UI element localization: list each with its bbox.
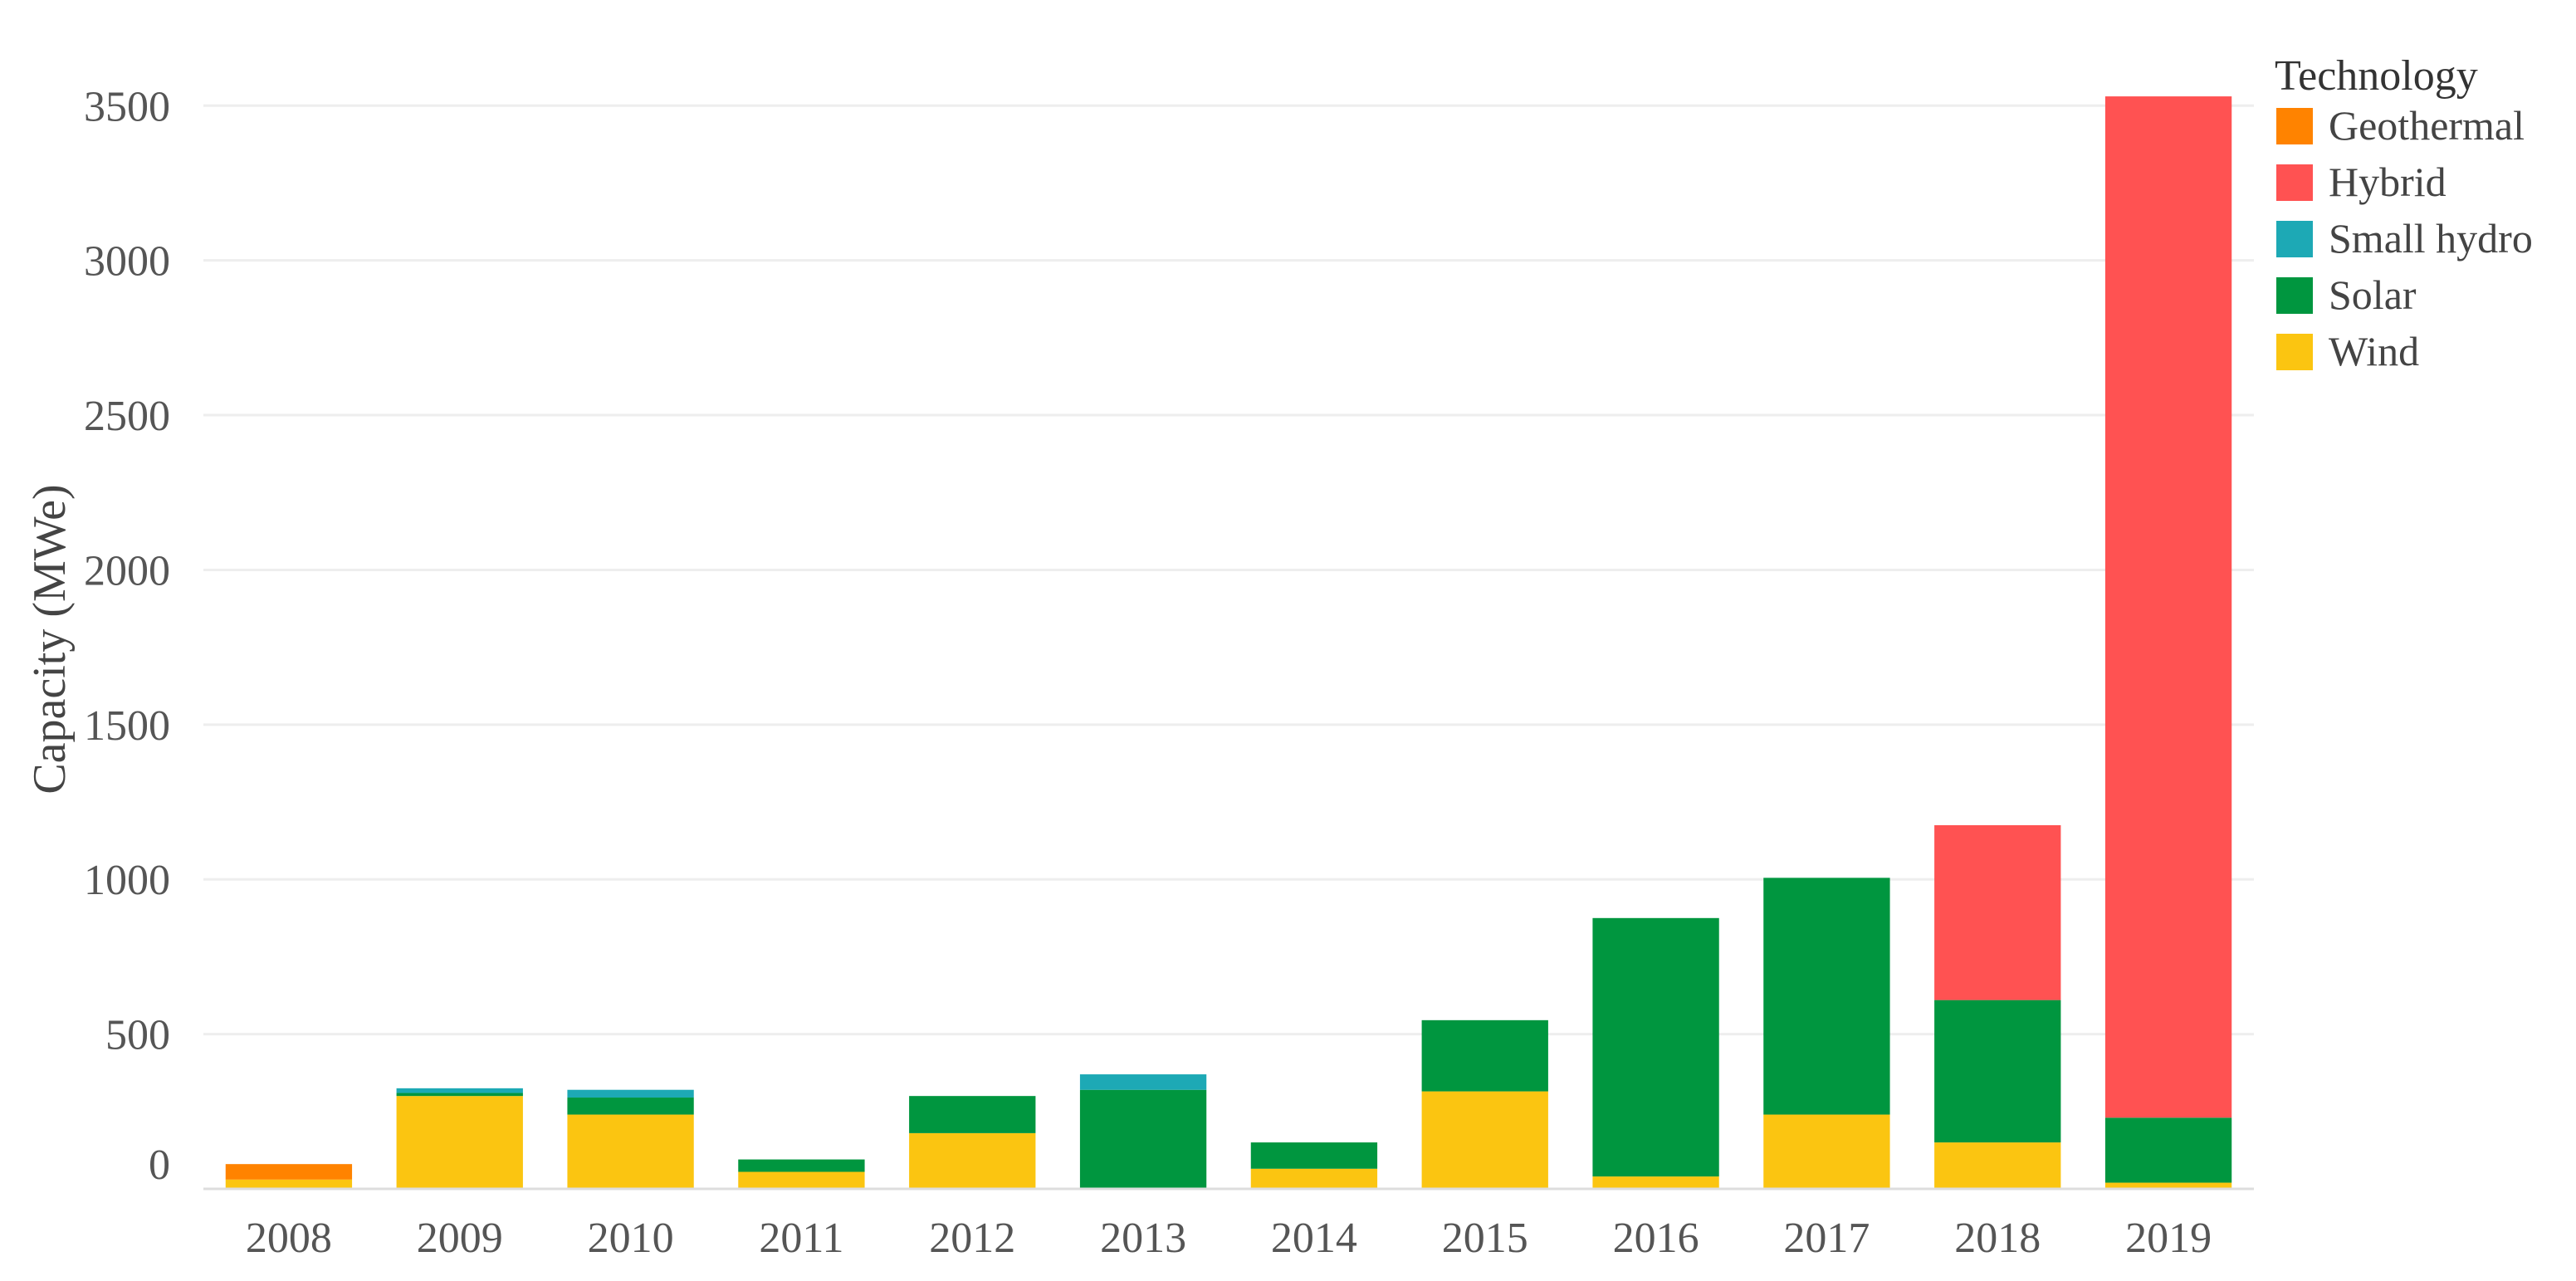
legend-swatch [2276,164,2313,201]
bar-solar-2011 [738,1159,865,1172]
bar-wind-2018 [1934,1142,2061,1189]
legend-swatch [2276,277,2313,314]
bar-hybrid-2019 [2104,96,2232,1118]
y-tick-label: 3500 [84,83,170,130]
x-tick-label: 2009 [417,1215,503,1262]
y-tick-label: 1500 [84,702,170,750]
legend-swatch [2276,334,2313,370]
bar-solar-2012 [909,1096,1036,1133]
x-tick-label: 2018 [1954,1215,2041,1262]
legend-label: Wind [2329,328,2419,374]
bar-small-hydro-2013 [1079,1074,1207,1090]
bar-wind-2008 [225,1179,353,1189]
legend-label: Geothermal [2329,102,2525,149]
x-tick-label: 2013 [1100,1215,1186,1262]
x-tick-label: 2015 [1442,1215,1528,1262]
y-tick-label: 2500 [84,393,170,440]
y-tick-label: 2000 [84,547,170,594]
x-tick-label: 2016 [1613,1215,1699,1262]
legend: Technology Geothermal Hybrid Small hydro So… [2275,52,2533,374]
legend-swatch [2276,221,2313,257]
bar-small-hydro-2009 [396,1088,523,1093]
bar-solar-2015 [1421,1019,1548,1092]
bars [225,96,2232,1189]
bar-solar-2016 [1592,917,1719,1177]
bar-wind-2014 [1250,1168,1378,1189]
legend-label: Small hydro [2329,215,2533,262]
y-tick-label: 3000 [84,238,170,286]
bar-wind-2019 [2104,1182,2232,1189]
bar-hybrid-2018 [1934,824,2061,1000]
bar-wind-2010 [567,1114,694,1189]
bar-solar-2013 [1079,1089,1207,1189]
x-tick-label: 2017 [1783,1215,1870,1262]
bar-wind-2009 [396,1096,523,1189]
legend-label: Solar [2329,271,2417,318]
bar-solar-2018 [1934,1000,2061,1143]
legend-label: Hybrid [2329,159,2446,205]
bar-solar-2010 [567,1098,694,1115]
x-tick-label: 2008 [246,1215,332,1262]
y-tick-label: 1000 [84,857,170,904]
y-tick-label: 500 [105,1012,170,1059]
x-tick-label: 2012 [929,1215,1015,1262]
bar-wind-2012 [909,1132,1036,1189]
bar-solar-2019 [2104,1117,2232,1183]
x-tick-label: 2014 [1271,1215,1357,1262]
x-tick-label: 2010 [588,1215,674,1262]
x-tick-label: 2011 [759,1215,843,1262]
bar-solar-2009 [396,1093,523,1097]
y-axis-title: Capacity (MWe) [24,484,76,794]
bar-solar-2017 [1763,878,1890,1115]
axes: 0 500 1000 1500 2000 2500 3000 3500 2008 2009 2010… [84,83,2254,1262]
bar-wind-2015 [1421,1091,1548,1189]
bar-solar-2014 [1250,1142,1378,1169]
legend-swatch [2276,108,2313,144]
bar-wind-2011 [738,1171,865,1189]
gridlines [203,104,2254,1036]
x-tick-label: 2019 [2125,1215,2212,1262]
legend-title: Technology [2275,52,2478,100]
bar-small-hydro-2010 [567,1089,694,1098]
bar-geothermal-2008 [225,1164,353,1180]
bar-wind-2016 [1592,1176,1719,1189]
bar-wind-2017 [1763,1114,1890,1189]
y-tick-label: 0 [149,1142,170,1189]
